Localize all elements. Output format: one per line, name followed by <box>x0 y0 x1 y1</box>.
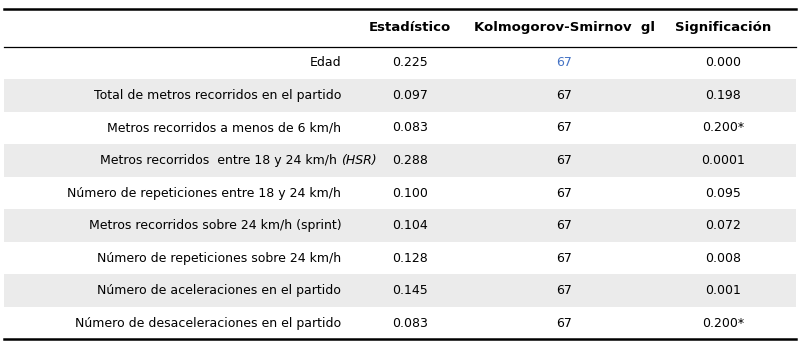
Text: Total de metros recorridos en el partido: Total de metros recorridos en el partido <box>94 89 342 102</box>
Text: Edad: Edad <box>310 56 342 70</box>
Text: 0.145: 0.145 <box>392 284 428 297</box>
Text: 0.200*: 0.200* <box>702 317 744 330</box>
Text: Estadístico: Estadístico <box>369 21 451 34</box>
Text: Número de repeticiones sobre 24 km/h: Número de repeticiones sobre 24 km/h <box>98 252 342 264</box>
Text: Metros recorridos  entre 18 y 24 km/h: Metros recorridos entre 18 y 24 km/h <box>101 154 342 167</box>
Text: (HSR): (HSR) <box>342 154 377 167</box>
Text: 0.128: 0.128 <box>392 252 428 264</box>
Text: 67: 67 <box>557 284 572 297</box>
Bar <box>4 112 796 144</box>
Bar <box>4 274 796 307</box>
Text: 67: 67 <box>557 187 572 199</box>
Bar <box>4 144 796 177</box>
Bar <box>4 242 796 274</box>
Text: 0.225: 0.225 <box>392 56 428 70</box>
Text: 0.288: 0.288 <box>392 154 428 167</box>
Text: Metros recorridos sobre 24 km/h (sprint): Metros recorridos sobre 24 km/h (sprint) <box>89 219 342 232</box>
Text: 67: 67 <box>557 121 572 134</box>
Text: 0.001: 0.001 <box>705 284 741 297</box>
Text: Metros recorridos a menos de 6 km/h: Metros recorridos a menos de 6 km/h <box>107 121 342 134</box>
Bar <box>4 47 796 79</box>
Text: Número de aceleraciones en el partido: Número de aceleraciones en el partido <box>98 284 342 297</box>
Text: 0.104: 0.104 <box>392 219 428 232</box>
Bar <box>4 209 796 242</box>
Text: 67: 67 <box>557 154 572 167</box>
Text: Significación: Significación <box>674 21 771 34</box>
Bar <box>4 307 796 339</box>
Text: 67: 67 <box>557 219 572 232</box>
Text: 0.198: 0.198 <box>705 89 741 102</box>
Text: 0.083: 0.083 <box>392 317 428 330</box>
Text: 0.072: 0.072 <box>705 219 741 232</box>
Bar <box>4 9 796 47</box>
Text: 0.097: 0.097 <box>392 89 428 102</box>
Text: 0.095: 0.095 <box>705 187 741 199</box>
Text: 0.008: 0.008 <box>705 252 741 264</box>
Text: 0.200*: 0.200* <box>702 121 744 134</box>
Text: 67: 67 <box>557 252 572 264</box>
Text: 67: 67 <box>557 89 572 102</box>
Text: 67: 67 <box>557 56 572 70</box>
Bar <box>4 177 796 209</box>
Text: 0.100: 0.100 <box>392 187 428 199</box>
Text: 67: 67 <box>557 317 572 330</box>
Text: Kolmogorov-Smirnov  gl: Kolmogorov-Smirnov gl <box>474 21 655 34</box>
Text: 0.0001: 0.0001 <box>701 154 745 167</box>
Bar <box>4 79 796 112</box>
Text: Número de repeticiones entre 18 y 24 km/h: Número de repeticiones entre 18 y 24 km/… <box>67 187 342 199</box>
Text: Número de desaceleraciones en el partido: Número de desaceleraciones en el partido <box>75 317 342 330</box>
Text: 0.083: 0.083 <box>392 121 428 134</box>
Text: 0.000: 0.000 <box>705 56 741 70</box>
